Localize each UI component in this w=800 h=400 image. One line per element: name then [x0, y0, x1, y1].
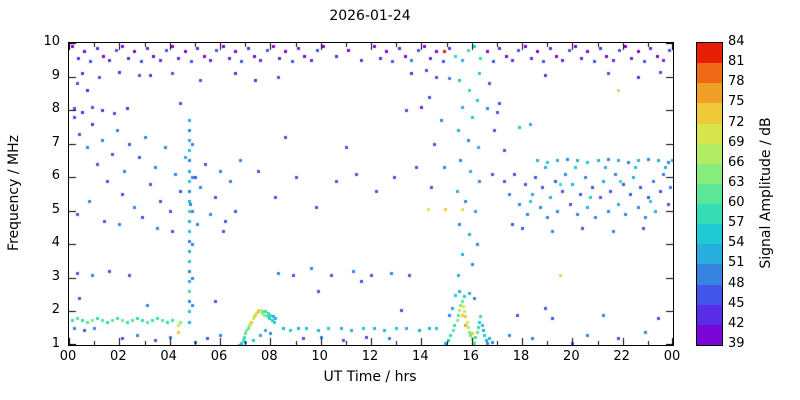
x-tick-label: 06 [210, 349, 228, 364]
y-tick-label: 10 [43, 34, 60, 49]
y-tick-label: 8 [51, 101, 60, 117]
colorbar-segment [697, 42, 722, 64]
x-tick-label: 00 [663, 349, 681, 364]
chart-title: 2026-01-24 [329, 8, 411, 24]
colorbar-segment [697, 223, 722, 245]
x-tick-label: 22 [613, 349, 630, 364]
y-tick-label: 4 [51, 235, 60, 251]
y-axis-label: Frequency / MHz [6, 135, 22, 251]
y-tick-label: 5 [51, 201, 60, 217]
x-tick-label: 00 [59, 349, 77, 364]
x-tick-label: 14 [412, 349, 429, 364]
plot-area [68, 42, 674, 346]
colorbar-tick-label: 81 [728, 54, 745, 70]
x-tick-label: 18 [512, 349, 530, 364]
colorbar-label: Signal Amplitude / dB [758, 117, 774, 269]
colorbar-tick-label: 57 [728, 215, 745, 231]
colorbar-segment [697, 263, 722, 285]
colorbar-segment [697, 324, 722, 345]
colorbar-segment [697, 243, 722, 265]
x-tick-label: 20 [563, 349, 580, 364]
x-tick-label: 02 [110, 349, 127, 364]
colorbar-segment [697, 203, 722, 225]
y-tick-label: 2 [51, 302, 60, 318]
colorbar-tick-label: 60 [728, 195, 745, 211]
colorbar-tick-label: 51 [728, 255, 745, 271]
colorbar-tick-label: 69 [728, 134, 745, 150]
y-tick-label: 6 [51, 168, 60, 184]
colorbar-tick-label: 54 [728, 235, 745, 251]
colorbar-tick-label: 75 [728, 94, 745, 110]
x-axis-label: UT Time / hrs [323, 369, 417, 385]
y-tick-label: 9 [51, 67, 60, 83]
y-tick-label: 1 [51, 336, 60, 351]
colorbar-tick-label: 48 [728, 275, 745, 291]
colorbar-segment [697, 304, 722, 325]
colorbar-segment [697, 102, 722, 124]
y-tick-label: 3 [51, 268, 60, 284]
colorbar-tick-label: 39 [728, 336, 745, 351]
colorbar-tick-label: 63 [728, 174, 745, 190]
x-tick-label: 04 [160, 349, 177, 364]
colorbar-segment [697, 62, 722, 84]
colorbar-segment [697, 163, 722, 184]
x-tick-label: 16 [462, 349, 479, 364]
colorbar-tick-label: 72 [728, 114, 745, 130]
x-tick-label: 08 [261, 349, 278, 364]
colorbar [696, 42, 723, 346]
colorbar-tick-label: 78 [728, 74, 745, 90]
colorbar-segment [697, 183, 722, 205]
colorbar-segment [697, 123, 722, 144]
colorbar-tick-label: 66 [728, 154, 745, 170]
x-tick-label: 12 [361, 349, 379, 364]
colorbar-tick-label: 42 [728, 315, 745, 331]
colorbar-tick-label: 45 [728, 295, 745, 311]
colorbar-segment [697, 143, 722, 164]
colorbar-segment [697, 82, 722, 104]
colorbar-segment [697, 284, 722, 305]
y-tick-label: 7 [51, 134, 60, 150]
scatter-canvas [69, 43, 673, 345]
colorbar-tick-label: 84 [728, 34, 745, 49]
x-tick-label: 10 [311, 349, 328, 364]
